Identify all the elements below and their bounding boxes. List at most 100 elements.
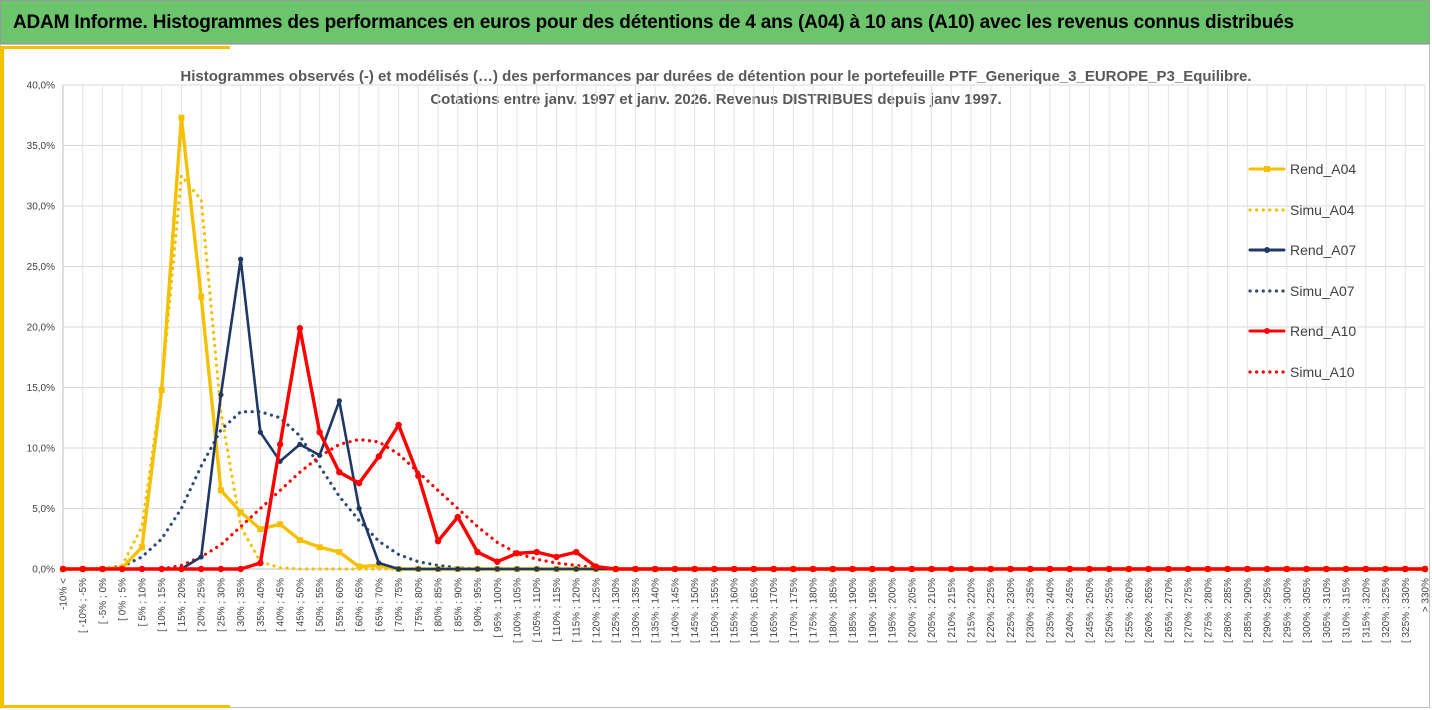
x-tick-label: [ 295% ; 300% <box>1282 578 1293 643</box>
y-tick-label: 5,0% <box>32 504 55 515</box>
data-point <box>948 565 955 573</box>
x-tick-label: [ 325% ; 330% <box>1401 578 1412 643</box>
data-point <box>355 479 363 487</box>
data-point <box>336 398 342 404</box>
legend-label: Simu_A07 <box>1290 282 1355 299</box>
data-point <box>474 566 481 572</box>
data-point <box>178 114 185 121</box>
x-tick-label: [ 70% ; 75% <box>394 578 405 632</box>
legend-item: Simu_A07 <box>1248 277 1398 318</box>
y-axis: 0,0% 5,0% 10,0% 15,0% 20,0% 25,0% 30,0% 35,0% 40… <box>27 81 64 576</box>
x-tick-label: [ 40% ; 45% <box>276 578 287 632</box>
x-tick-label: [ 5% ; 10% <box>137 578 148 626</box>
data-point <box>750 565 758 573</box>
chart-legend: Rend_A04 Simu_A04 Rend_A07 Simu_A07 Rend_A10… <box>1248 155 1398 398</box>
data-point <box>1046 565 1054 573</box>
data-point <box>711 565 718 573</box>
series-line <box>61 437 1427 571</box>
x-tick-label: [ 310% ; 315% <box>1342 578 1353 643</box>
x-tick-label: [ 170% ; 175% <box>789 578 800 643</box>
data-point <box>217 565 225 573</box>
data-point <box>158 386 165 393</box>
data-point <box>1125 565 1133 573</box>
legend-label: Simu_A04 <box>1290 201 1355 218</box>
data-point <box>356 505 362 512</box>
x-tick-label: [ 130% ; 135% <box>631 578 642 643</box>
data-point <box>237 509 244 516</box>
data-point <box>257 429 263 435</box>
data-point <box>1105 565 1113 573</box>
data-point <box>553 553 560 561</box>
accent-bar-bottom <box>0 705 230 708</box>
y-tick-label: 10,0% <box>27 444 55 455</box>
data-point <box>297 441 303 447</box>
y-tick-label: 35,0% <box>27 141 55 152</box>
series-line <box>61 174 1427 571</box>
data-point <box>1184 565 1192 573</box>
x-tick-label: [ 300% ; 305% <box>1302 578 1313 643</box>
data-point <box>770 565 777 573</box>
data-point <box>1244 565 1251 573</box>
data-point <box>99 565 106 573</box>
data-point <box>474 548 481 556</box>
series-simu-a07 <box>61 410 1427 571</box>
chart-grid <box>62 84 1426 569</box>
accent-bar-top <box>0 46 230 49</box>
x-tick-label: [ 100% ; 105% <box>513 578 524 643</box>
data-point <box>1165 565 1172 573</box>
data-point <box>1421 565 1429 573</box>
x-tick-label: [ 120% ; 125% <box>591 578 602 643</box>
data-point <box>454 513 461 521</box>
data-point <box>277 521 284 528</box>
x-tick-label: [ 225% ; 230% <box>1006 578 1017 643</box>
x-tick-label: [ 190% ; 195% <box>868 578 879 643</box>
report-title: ADAM Informe. Histogrammes des performan… <box>13 12 1294 33</box>
x-tick-label: [ 115% ; 120% <box>572 578 583 642</box>
data-point <box>217 487 224 494</box>
x-tick-label: [ 145% ; 150% <box>690 578 701 643</box>
data-point <box>1342 565 1350 573</box>
x-tick-label: [ 205% ; 210% <box>927 578 938 643</box>
x-tick-label: [ 245% ; 250% <box>1085 578 1096 643</box>
data-point <box>1263 565 1271 573</box>
data-point <box>317 452 323 458</box>
x-tick-label: [ 260% ; 265% <box>1144 578 1155 643</box>
legend-label: Rend_A07 <box>1290 242 1357 258</box>
x-tick-label: [ 290% ; 295% <box>1263 578 1274 643</box>
x-tick-label: [ 110% ; 115% <box>552 578 563 642</box>
data-point <box>730 565 738 573</box>
legend-swatch <box>1248 207 1286 212</box>
data-point <box>415 566 421 572</box>
x-tick-label: [ 175% ; 180% <box>809 578 820 643</box>
x-tick-label: [ 230% ; 235% <box>1026 578 1037 643</box>
data-point <box>651 565 659 573</box>
y-tick-label: 40,0% <box>27 81 55 92</box>
legend-item: Simu_A04 <box>1248 196 1398 237</box>
data-point <box>1382 565 1389 573</box>
data-point <box>632 565 639 573</box>
data-point <box>494 558 501 565</box>
x-tick-label: [ 65% ; 70% <box>374 578 385 632</box>
data-point <box>671 565 679 573</box>
x-tick-label: [ 125% ; 130% <box>611 578 622 643</box>
x-tick-label: [ 140% ; 145% <box>670 578 681 643</box>
x-tick-label: > 330% <box>1421 578 1432 612</box>
data-point <box>1303 565 1310 573</box>
x-axis: -10% < [ -10% ; -5% [ -5% ; 0% [ 0% ; 5% [ 5… <box>59 568 1432 643</box>
x-tick-label: [ 55% ; 60% <box>335 578 346 632</box>
x-tick-label: [ 305% ; 310% <box>1322 578 1333 643</box>
x-tick-label: [ 185% ; 190% <box>848 578 859 643</box>
x-tick-label: [ -10% ; -5% <box>78 578 89 633</box>
data-point <box>158 565 165 573</box>
data-point <box>356 563 363 570</box>
x-tick-label: [ 250% ; 255% <box>1105 578 1116 643</box>
legend-swatch <box>1248 328 1286 334</box>
data-point <box>1362 565 1369 573</box>
x-tick-label: [ 315% ; 320% <box>1361 578 1372 643</box>
legend-label: Rend_A04 <box>1290 161 1357 177</box>
y-tick-label: 25,0% <box>27 262 55 273</box>
data-point <box>415 472 422 480</box>
data-point <box>1224 565 1231 573</box>
data-point <box>237 565 244 573</box>
